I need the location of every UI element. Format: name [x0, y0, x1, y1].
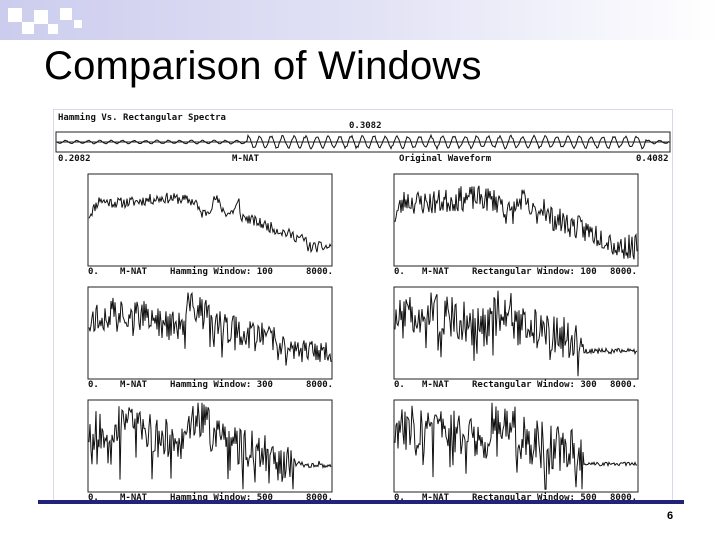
- panel-source-label: M-NAT: [120, 380, 148, 390]
- spectrum-panel-rectangular-300: 0. M-NAT Rectangular Window: 300 8000.: [393, 286, 639, 390]
- spectrum-panel-hamming-300: 0. M-NAT Hamming Window: 300 8000.: [87, 286, 333, 390]
- band-square: [74, 20, 82, 28]
- band-square: [60, 8, 72, 20]
- panel-end-label: 8000.: [610, 267, 637, 277]
- panel-source-label: M-NAT: [120, 267, 148, 277]
- panel-source-label: M-NAT: [422, 267, 450, 277]
- panel-window-label: Rectangular Window: 500: [472, 492, 597, 502]
- panel-start-label: 0.: [394, 267, 405, 277]
- waveform-end-label: 0.4082: [636, 154, 669, 164]
- panel-start-label: 0.: [88, 493, 99, 502]
- panel-end-label: 8000.: [306, 493, 333, 502]
- waveform-source-label: M-NAT: [232, 154, 260, 164]
- figure-header-title: Hamming Vs. Rectangular Spectra: [58, 112, 226, 123]
- cursor-value: 0.3082: [349, 121, 382, 131]
- panel-source-label: M-NAT: [422, 493, 450, 502]
- band-square: [48, 24, 58, 34]
- waveform-caption: Original Waveform: [399, 153, 492, 164]
- panel-source-label: M-NAT: [422, 380, 450, 390]
- panel-end-label: 8000.: [610, 380, 637, 390]
- waveform-start-label: 0.2082: [58, 154, 91, 164]
- spectrum-trace: [394, 402, 637, 490]
- panel-source-label: M-NAT: [120, 493, 148, 502]
- footer-rule: [38, 500, 684, 504]
- band-square: [22, 22, 34, 34]
- spectra-figure: Hamming Vs. Rectangular Spectra 0.3082 0…: [54, 110, 672, 502]
- panel-window-label: Rectangular Window: 100: [472, 266, 597, 277]
- band-square: [8, 8, 22, 22]
- spectrum-panel-hamming-500: 0. M-NAT Hamming Window: 500 8000.: [87, 399, 333, 502]
- panel-frame: [87, 173, 333, 267]
- spectrum-panel-rectangular-100: 0. M-NAT Rectangular Window: 100 8000.: [393, 173, 639, 277]
- title-band: [0, 0, 720, 40]
- spectra-figure-svg: Hamming Vs. Rectangular Spectra 0.3082 0…: [55, 112, 671, 502]
- slide-title: Comparison of Windows: [44, 44, 482, 88]
- spectrum-trace: [394, 185, 638, 260]
- spectrum-trace: [88, 402, 332, 490]
- spectrum-panel-hamming-100: 0. M-NAT Hamming Window: 100 8000.: [87, 173, 333, 277]
- panel-start-label: 0.: [88, 380, 99, 390]
- panel-start-label: 0.: [88, 267, 99, 277]
- waveform-trace: [56, 133, 670, 151]
- panel-start-label: 0.: [394, 493, 405, 502]
- panel-start-label: 0.: [394, 380, 405, 390]
- spectrum-trace: [394, 290, 638, 377]
- band-square: [34, 10, 48, 24]
- panel-window-label: Hamming Window: 500: [170, 492, 273, 502]
- panel-window-label: Rectangular Window: 300: [472, 379, 597, 390]
- page-number: 6: [667, 510, 674, 522]
- panel-frame: [393, 173, 639, 267]
- panel-end-label: 8000.: [610, 493, 637, 502]
- spectrum-trace: [88, 291, 332, 366]
- spectrum-panel-rectangular-500: 0. M-NAT Rectangular Window: 500 8000.: [393, 399, 639, 502]
- spectrum-trace: [88, 192, 332, 254]
- panel-window-label: Hamming Window: 100: [170, 266, 273, 277]
- panel-window-label: Hamming Window: 300: [170, 379, 273, 390]
- panel-end-label: 8000.: [306, 380, 333, 390]
- panel-end-label: 8000.: [306, 267, 333, 277]
